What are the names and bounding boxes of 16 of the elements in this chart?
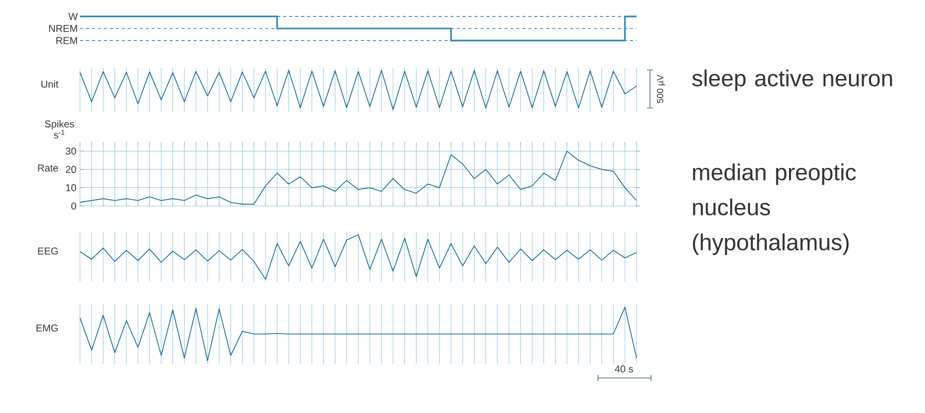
ref-line-label: W	[68, 13, 78, 20]
y-tick-label: 30	[66, 148, 76, 155]
text: sleep active neuron	[692, 70, 892, 91]
ref-line-label: NREM	[49, 25, 77, 32]
text: EEG	[38, 247, 58, 255]
text: 500 µV	[656, 74, 666, 103]
ref-line-label: REM	[56, 37, 77, 44]
text: 40 s	[614, 365, 634, 372]
text: EMG	[36, 324, 58, 332]
text: median preoptic nucleus (hypothalamus)	[692, 164, 856, 255]
y-tick-label: 10	[66, 184, 76, 192]
y-tick-label: 0	[71, 202, 76, 210]
text: Rate	[38, 164, 58, 172]
text: Unit	[41, 80, 58, 88]
y-axis-title: Spikes s$^{-1}$	[44, 120, 74, 138]
y-tick-label: 20	[66, 166, 76, 173]
